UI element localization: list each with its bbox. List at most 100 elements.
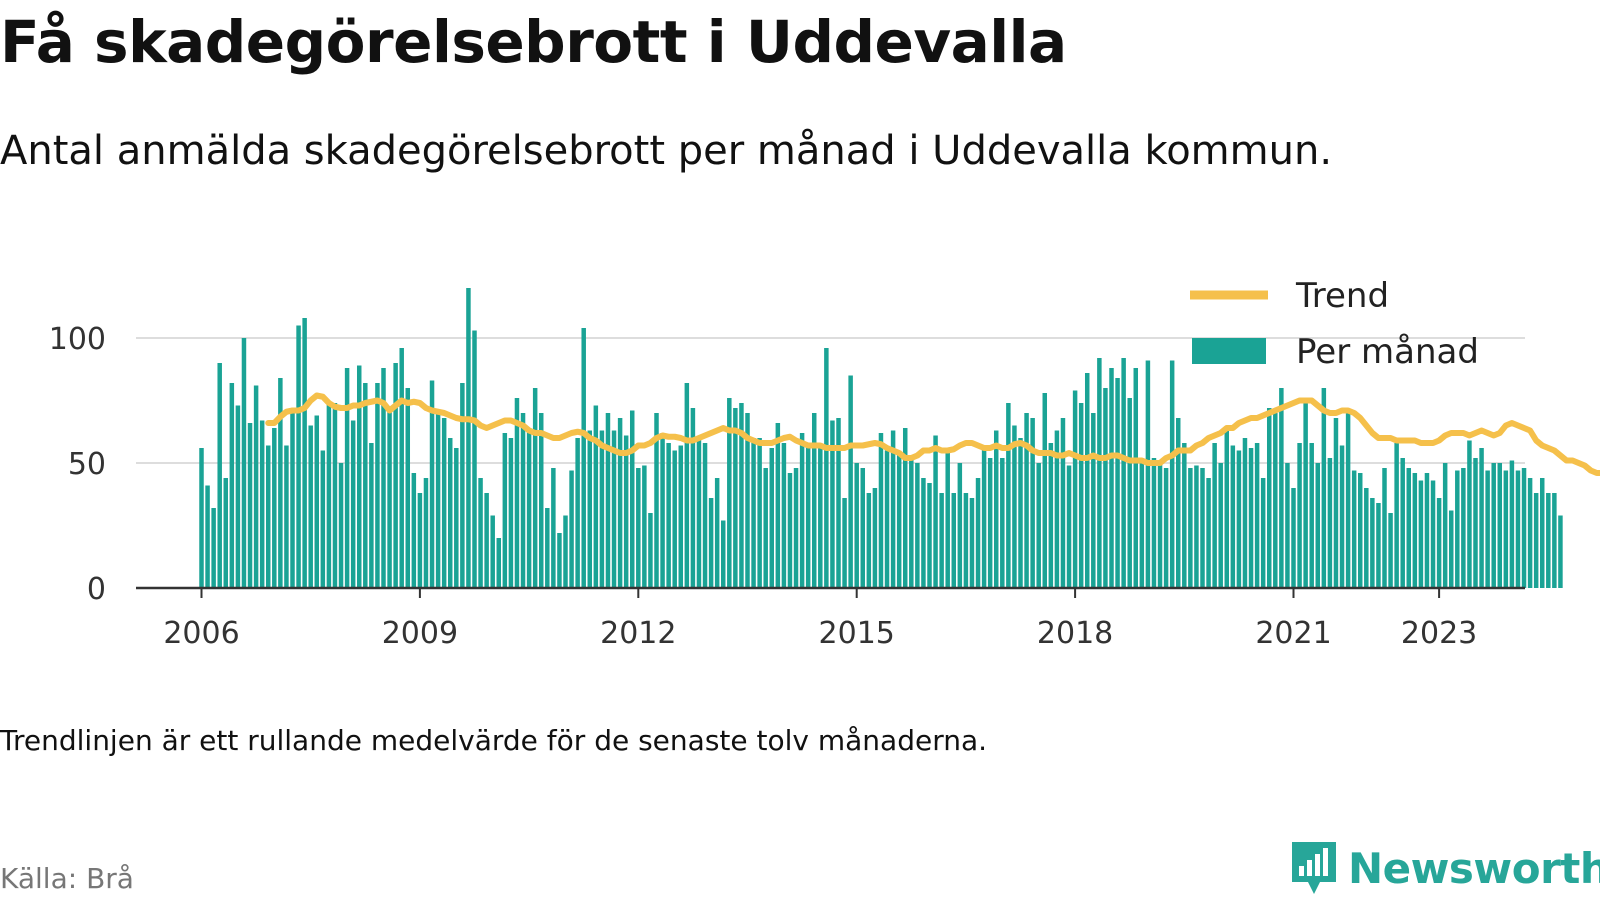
bar (1012, 425, 1017, 588)
bar (1503, 470, 1509, 588)
bar (1163, 468, 1169, 588)
bar (1539, 478, 1545, 588)
bar (1036, 463, 1041, 588)
bar (532, 388, 538, 588)
bar (454, 448, 459, 588)
bar (1351, 470, 1357, 588)
y-axis: 0 50 100 (49, 322, 106, 607)
bar (247, 423, 253, 588)
bar (1285, 463, 1290, 588)
bar (1467, 440, 1472, 588)
bar (1097, 358, 1102, 588)
bar (1078, 403, 1084, 588)
x-tick-label: 2012 (600, 616, 676, 651)
chart-subtitle: Antal anmälda skadegörelsebrott per måna… (0, 128, 1333, 174)
newsworthy-logo: Newsworthy (1290, 840, 1600, 896)
bar (253, 385, 259, 588)
bar (818, 448, 823, 588)
bar (278, 378, 283, 588)
bar (575, 438, 580, 588)
bar (1200, 468, 1205, 588)
bar (848, 375, 853, 588)
bar (1248, 448, 1254, 588)
bar (417, 493, 423, 588)
bar (605, 413, 611, 588)
brand-name: Newsworthy (1348, 843, 1600, 893)
y-tick-label: 100 (49, 322, 106, 357)
bar (1018, 438, 1023, 588)
bar (538, 413, 544, 588)
bar (927, 483, 932, 588)
bar (866, 493, 872, 588)
bar (1157, 463, 1163, 588)
bar (235, 405, 241, 588)
bar (769, 448, 775, 588)
bar (1273, 413, 1278, 588)
bar (1479, 448, 1484, 588)
bar (284, 445, 289, 588)
bar (265, 445, 271, 588)
bar (369, 443, 374, 588)
bar (496, 538, 502, 588)
bar (1030, 418, 1035, 588)
bar (1533, 493, 1539, 588)
bar (1291, 488, 1296, 588)
bar (587, 430, 593, 588)
bar (1315, 463, 1321, 588)
bar (1424, 473, 1430, 588)
bar (1515, 470, 1521, 588)
bar (963, 493, 969, 588)
bar (757, 438, 762, 588)
bar (1406, 468, 1412, 588)
bar (793, 468, 799, 588)
bar (599, 430, 605, 588)
x-axis: 2006 2009 2012 2015 2018 2021 2023 (136, 586, 1525, 651)
bar (902, 428, 908, 588)
bar (508, 438, 514, 588)
bar (1388, 513, 1393, 588)
bar (763, 468, 768, 588)
bar (429, 380, 435, 588)
footnote: Trendlinjen är ett rullande medelvärde f… (0, 724, 988, 757)
bar (296, 325, 301, 588)
bar (702, 443, 708, 588)
bar (1527, 478, 1533, 588)
bar (1169, 360, 1175, 588)
bar (1048, 443, 1054, 588)
bar (551, 468, 556, 588)
bar (581, 328, 586, 588)
bar (1091, 413, 1096, 588)
bar (290, 410, 295, 588)
bar (745, 413, 750, 588)
bar (714, 478, 720, 588)
x-tick-label: 2018 (1037, 616, 1113, 651)
bar (896, 455, 902, 588)
bar (1394, 443, 1399, 588)
bar (593, 405, 599, 588)
bar (314, 415, 320, 588)
bar (678, 445, 684, 588)
bar (478, 478, 483, 588)
bar (969, 498, 975, 588)
bar (909, 455, 914, 588)
bar (1206, 478, 1211, 588)
bar (1345, 413, 1351, 588)
bar (393, 363, 398, 588)
bar (696, 438, 702, 588)
bar (666, 443, 671, 588)
bar (623, 435, 629, 588)
bar (356, 365, 362, 588)
bar (381, 368, 386, 588)
bar (1194, 465, 1199, 588)
bar (405, 388, 411, 588)
bar (684, 383, 690, 588)
x-tick-label: 2021 (1255, 616, 1331, 651)
bar (981, 445, 987, 588)
legend-bars-label: Per månad (1296, 332, 1479, 372)
bar (302, 318, 307, 588)
bar (229, 383, 235, 588)
bar (338, 463, 344, 588)
bar (636, 468, 641, 588)
bar (472, 330, 477, 588)
source-label: Källa: Brå (0, 862, 134, 895)
